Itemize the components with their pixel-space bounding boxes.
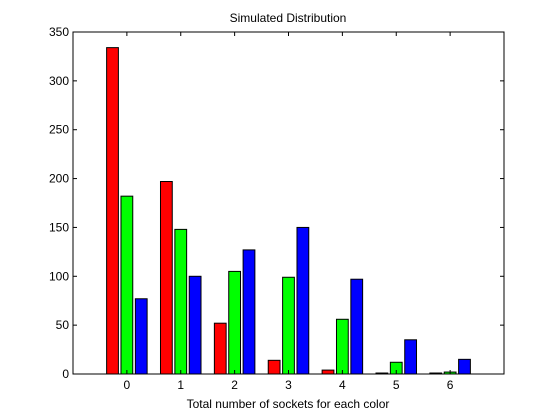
bar-series3-cat1 [188,275,202,375]
y-tick-label: 0 [62,367,69,381]
x-tick-label: 2 [231,378,238,392]
bar-series3-cat0 [134,298,148,375]
x-tick-label: 4 [339,378,346,392]
bar-series3-cat4 [350,278,364,375]
y-tick-label: 150 [49,220,69,234]
x-tick-label: 3 [285,378,292,392]
bar-series1-cat3 [267,359,281,375]
bar-series1-cat0 [106,47,119,375]
y-tick-label: 300 [49,74,69,88]
bar-series1-cat4 [321,369,335,375]
chart-title: Simulated Distribution [230,11,347,25]
x-tick-label: 6 [447,378,454,392]
x-tick-label: 5 [393,378,400,392]
x-axis-label: Total number of sockets for each color [187,397,390,411]
bar-series3-cat3 [296,226,310,375]
bar-series3-cat5 [404,339,418,375]
bar-series2-cat4 [335,318,349,375]
bar-series3-cat6 [458,358,471,375]
bar-series2-cat2 [228,270,242,375]
bar-series3-cat2 [242,249,256,375]
y-tick-label: 350 [49,25,69,39]
bar-series1-cat2 [213,322,227,375]
x-tick-label: 0 [124,378,131,392]
bar-series1-cat1 [159,181,173,375]
x-tick-label: 1 [177,378,184,392]
y-tick-label: 100 [49,269,69,283]
plot-area: 0 1 2 3 4 5 6 0 50 100 150 200 250 300 350 [49,25,505,392]
y-tick-label: 50 [56,318,70,332]
y-tick-label: 250 [49,123,69,137]
bar-series2-cat1 [174,228,188,375]
y-tick-label: 200 [49,172,69,186]
bar-series2-cat0 [120,195,134,375]
bar-series2-cat3 [282,276,295,375]
